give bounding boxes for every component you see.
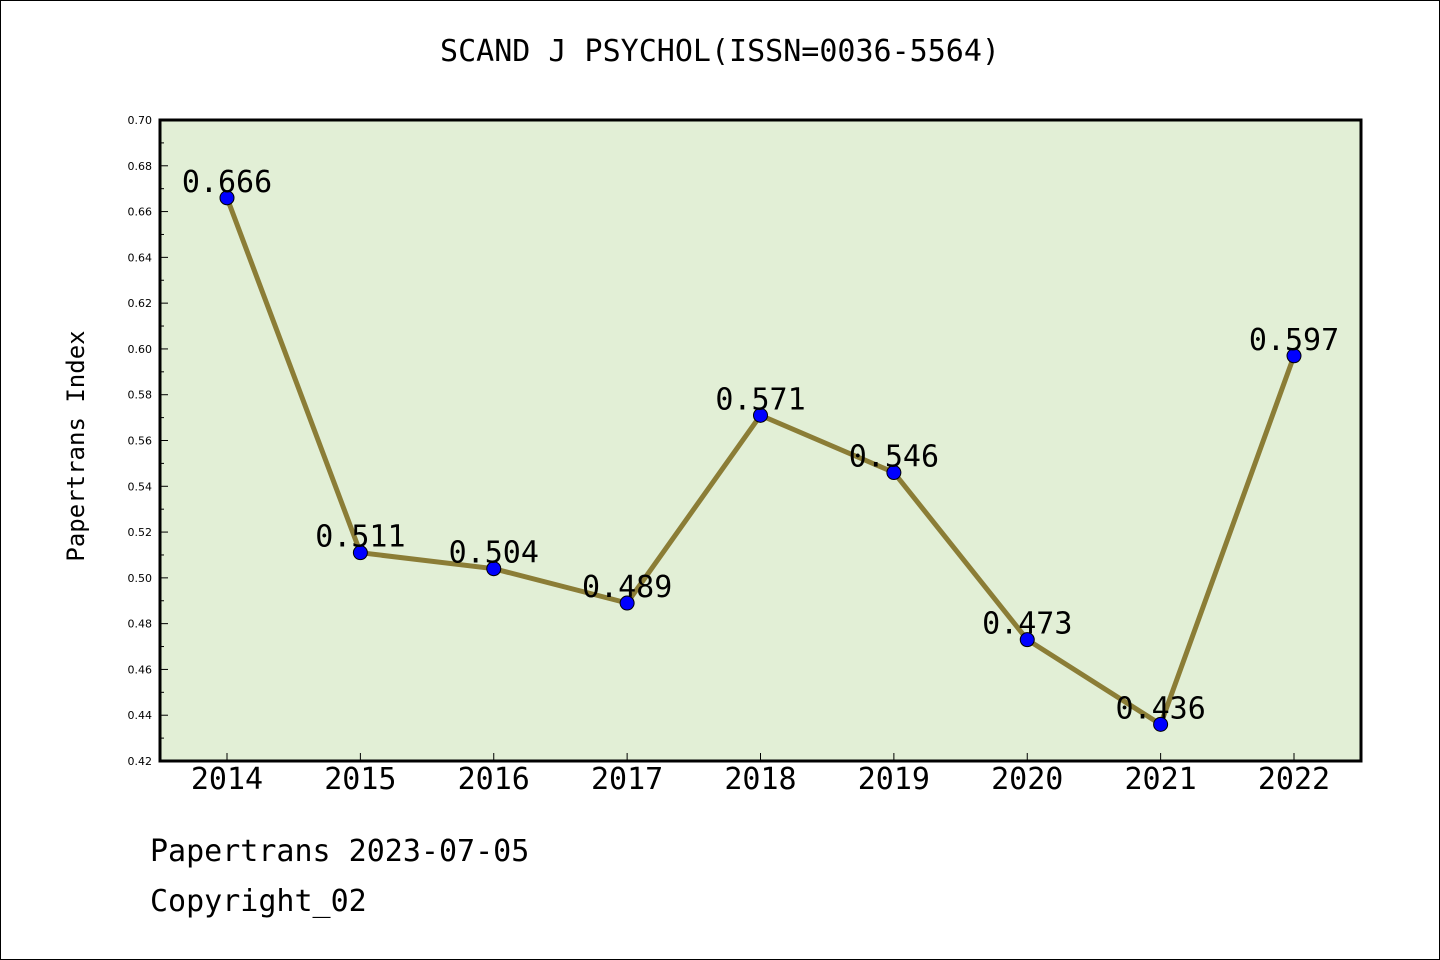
data-label: 0.504 [449, 536, 539, 571]
series-markers [219, 190, 1302, 732]
y-tick-label: 0.46 [128, 663, 153, 676]
data-label: 0.571 [715, 382, 805, 417]
y-tick-label: 0.50 [128, 572, 153, 585]
y-tick-label: 0.70 [128, 114, 153, 127]
footer-date: Papertrans 2023-07-05 [150, 834, 530, 869]
data-point [619, 595, 635, 611]
y-tick-label: 0.64 [128, 251, 153, 264]
data-point [219, 190, 235, 206]
data-point [486, 561, 502, 577]
data-label: 0.436 [1115, 691, 1205, 726]
data-point [1153, 716, 1169, 732]
y-tick-label: 0.58 [128, 389, 153, 402]
x-tick-label: 2021 [1125, 762, 1197, 797]
y-tick-label: 0.54 [128, 480, 153, 493]
data-label: 0.511 [315, 520, 405, 555]
y-tick-label: 0.62 [128, 297, 153, 310]
data-point [1286, 348, 1302, 364]
x-tick-label: 2014 [191, 762, 263, 797]
x-tick-label: 2022 [1258, 762, 1330, 797]
y-tick-label: 0.68 [128, 160, 153, 173]
y-tick-label: 0.48 [128, 618, 153, 631]
plot-area [160, 120, 1361, 761]
x-tick-label: 2015 [324, 762, 396, 797]
footer-copyright: Copyright_02 [150, 884, 367, 919]
y-tick-label: 0.42 [128, 755, 153, 768]
data-point [352, 545, 368, 561]
data-label: 0.473 [982, 607, 1072, 642]
y-tick-label: 0.44 [128, 709, 153, 722]
chart-title: SCAND J PSYCHOL(ISSN=0036-5564) [440, 34, 1000, 69]
data-label: 0.489 [582, 570, 672, 605]
data-label: 0.666 [182, 165, 272, 200]
data-point [1019, 632, 1035, 648]
x-tick-label: 2019 [858, 762, 930, 797]
data-point [753, 407, 768, 423]
data-label: 0.546 [849, 440, 939, 475]
y-tick-label: 0.60 [128, 343, 153, 356]
x-tick-label: 2018 [724, 762, 796, 797]
y-tick-label: 0.66 [128, 206, 153, 219]
y-tick-label: 0.56 [128, 435, 153, 448]
data-point [886, 465, 902, 481]
x-axis: 2014 2015 2016 2017 2018 2019 2020 2021 2022 [191, 753, 1330, 797]
y-axis: 0.42 0.44 0.46 0.48 0.50 0.52 0.54 0.56 0.58 0.60… [128, 114, 168, 768]
y-axis-label: Papertrans Index [62, 330, 90, 561]
y-tick-label: 0.52 [128, 526, 153, 539]
data-label: 0.597 [1249, 323, 1339, 358]
data-labels: 0.666 0.511 0.504 0.489 0.571 0.546 0.473 0.436… [182, 165, 1339, 727]
x-tick-label: 2017 [591, 762, 663, 797]
x-tick-label: 2020 [991, 762, 1063, 797]
x-tick-label: 2016 [458, 762, 530, 797]
plot-border [158, 118, 1363, 763]
